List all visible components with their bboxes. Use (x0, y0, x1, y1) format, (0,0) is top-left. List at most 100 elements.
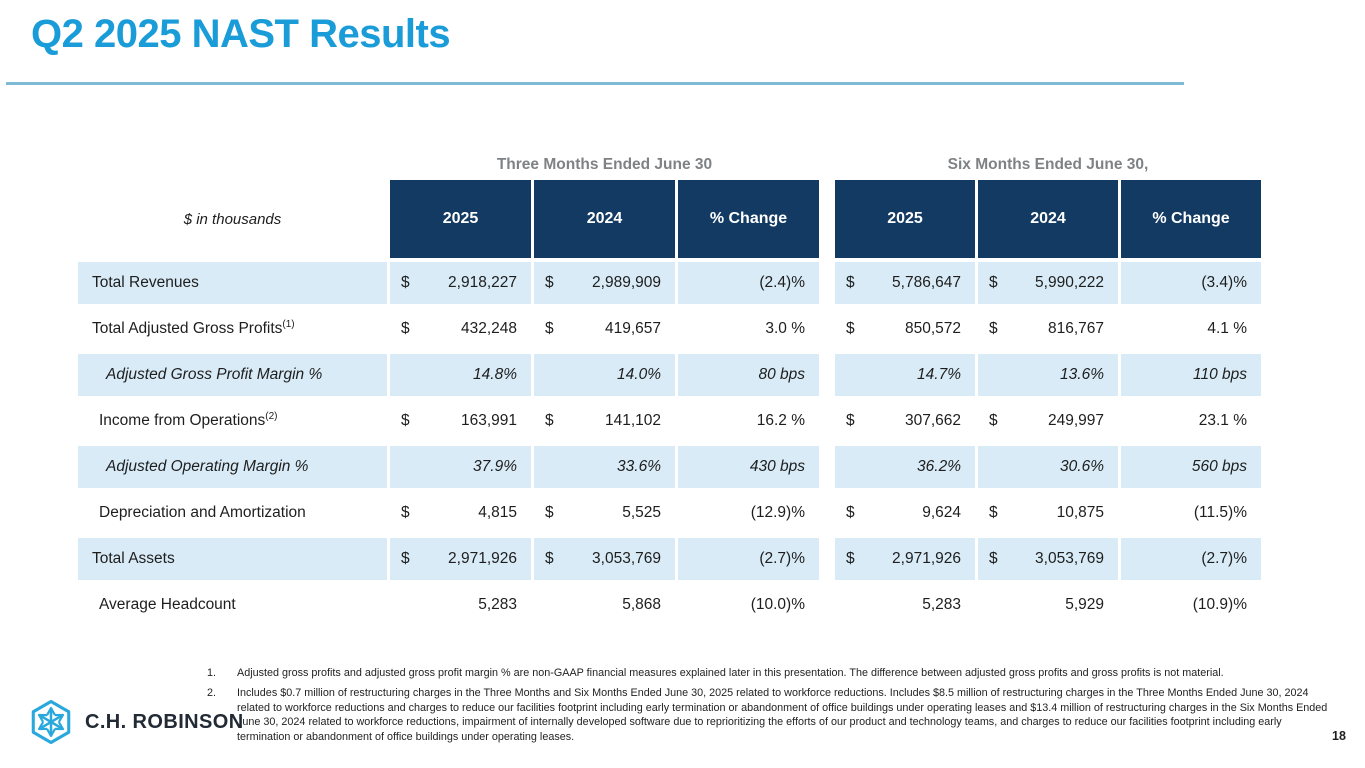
table-gap (822, 262, 832, 304)
change-cell: 560 bps (1121, 446, 1261, 488)
column-header-six-change: % Change (1121, 180, 1261, 258)
footnote-text: Includes $0.7 million of restructuring c… (237, 686, 1328, 744)
value-cell: $2,989,909 (534, 262, 675, 304)
table-row: Total Assets $2,971,926 $3,053,769 (2.7)% $2… (78, 538, 1261, 580)
value-cell: $419,657 (534, 308, 675, 350)
footnote-marker: 2. (207, 686, 217, 699)
page-title: Q2 2025 NAST Results (31, 12, 451, 56)
change-cell: (10.0)% (750, 596, 805, 613)
value-cell: 36.2% (835, 446, 975, 488)
value-text: 14.7% (917, 366, 961, 383)
value-text: 37.9% (473, 458, 517, 475)
value-text: 419,657 (604, 320, 661, 337)
table-row: Total Adjusted Gross Profits(1) $432,248 $… (78, 308, 1261, 350)
row-label: Total Assets (78, 538, 387, 580)
value-cell: 5,283 (390, 584, 531, 626)
row-label: Total Revenues (78, 262, 387, 304)
value-cell: $9,624 (835, 492, 975, 534)
table-row: Depreciation and Amortization $4,815 $5,52… (78, 492, 1261, 534)
currency-symbol: $ (545, 274, 554, 291)
value-cell: 14.8% (390, 354, 531, 396)
value-cell: 14.0% (534, 354, 675, 396)
change-cell: 430 bps (678, 446, 819, 488)
row-label: Depreciation and Amortization (99, 504, 306, 521)
change-cell: 16.2 % (756, 412, 805, 429)
value-text: 5,283 (478, 596, 517, 613)
column-header-three-change: % Change (678, 180, 819, 258)
units-label: $ in thousands (183, 210, 282, 228)
value-text: 2,918,227 (448, 274, 517, 291)
page-number: 18 (1332, 729, 1346, 743)
change-cell: (2.4)% (678, 262, 819, 304)
value-text: 307,662 (904, 412, 961, 429)
currency-symbol: $ (846, 550, 855, 567)
value-text: 141,102 (604, 412, 661, 429)
footnote-marker: 1. (207, 667, 217, 679)
value-cell: 33.6% (534, 446, 675, 488)
column-header-three-2025: 2025 (390, 180, 531, 258)
currency-symbol: $ (989, 412, 998, 429)
change-cell: 3.0 % (765, 320, 805, 337)
table-row: Adjusted Gross Profit Margin % 14.8% 14.0%… (78, 354, 1261, 396)
currency-symbol: $ (401, 320, 410, 337)
value-cell: $850,572 (835, 308, 975, 350)
value-text: 10,875 (1056, 504, 1104, 521)
footnote-reference: (2) (265, 411, 278, 423)
currency-symbol: $ (846, 274, 855, 291)
currency-symbol: $ (846, 412, 855, 429)
hexagon-arrows-icon (31, 699, 71, 745)
results-table: Three Months Ended June 30 Six Months En… (75, 148, 1264, 630)
row-label: Total Adjusted Gross Profits(1) (92, 319, 295, 338)
group-title-lead-spacer (78, 152, 387, 176)
footnote-reference: (1) (282, 319, 295, 331)
value-text: 249,997 (1047, 412, 1104, 429)
value-cell: 5,283 (835, 584, 975, 626)
title-underline (6, 82, 1184, 85)
table-row: Adjusted Operating Margin % 37.9% 33.6% 430… (78, 446, 1261, 488)
footnote-item: 2. Includes $0.7 million of restructuring… (207, 686, 1335, 745)
group-title-three-months: Three Months Ended June 30 (496, 156, 713, 173)
table-gap (822, 152, 832, 176)
change-cell: 4.1 % (1207, 320, 1247, 337)
currency-symbol: $ (846, 504, 855, 521)
change-cell: (11.5)% (1193, 504, 1247, 521)
value-text: 36.2% (917, 458, 961, 475)
value-cell: $432,248 (390, 308, 531, 350)
change-cell: 110 bps (1121, 354, 1261, 396)
column-header-six-2025: 2025 (835, 180, 975, 258)
currency-symbol: $ (401, 550, 410, 567)
logo-text: C.H. ROBINSON (85, 710, 244, 733)
logo: C.H. ROBINSON (28, 699, 244, 745)
change-cell: (2.7)% (1121, 538, 1261, 580)
table-gap (822, 492, 832, 534)
group-title-six-months: Six Months Ended June 30, (947, 156, 1149, 173)
value-text: 2,971,926 (892, 550, 961, 567)
footnote-item: 1. Adjusted gross profits and adjusted gr… (207, 666, 1335, 681)
table-gap (822, 538, 832, 580)
table-gap (822, 400, 832, 442)
value-cell: $2,971,926 (835, 538, 975, 580)
value-cell: $10,875 (978, 492, 1118, 534)
table-gap (822, 446, 832, 488)
change-cell: (10.9)% (1192, 596, 1247, 613)
value-text: 816,767 (1047, 320, 1104, 337)
row-label: Adjusted Operating Margin % (78, 446, 387, 488)
results-table-body: Total Revenues $2,918,227 $2,989,909 (2.4)%… (78, 262, 1261, 626)
table-row: Income from Operations(2) $163,991 $141,10… (78, 400, 1261, 442)
value-cell: $816,767 (978, 308, 1118, 350)
table-gap (822, 180, 832, 258)
currency-symbol: $ (401, 504, 410, 521)
column-header-six-2024: 2024 (978, 180, 1118, 258)
currency-symbol: $ (846, 320, 855, 337)
table-row: Total Revenues $2,918,227 $2,989,909 (2.4)%… (78, 262, 1261, 304)
footnote-text: Adjusted gross profits and adjusted gros… (237, 667, 1224, 679)
currency-symbol: $ (545, 504, 554, 521)
value-cell: $163,991 (390, 400, 531, 442)
value-cell: $2,918,227 (390, 262, 531, 304)
value-text: 3,053,769 (592, 550, 661, 567)
value-text: 2,989,909 (592, 274, 661, 291)
value-cell: $5,990,222 (978, 262, 1118, 304)
value-cell: $5,525 (534, 492, 675, 534)
value-cell: $141,102 (534, 400, 675, 442)
